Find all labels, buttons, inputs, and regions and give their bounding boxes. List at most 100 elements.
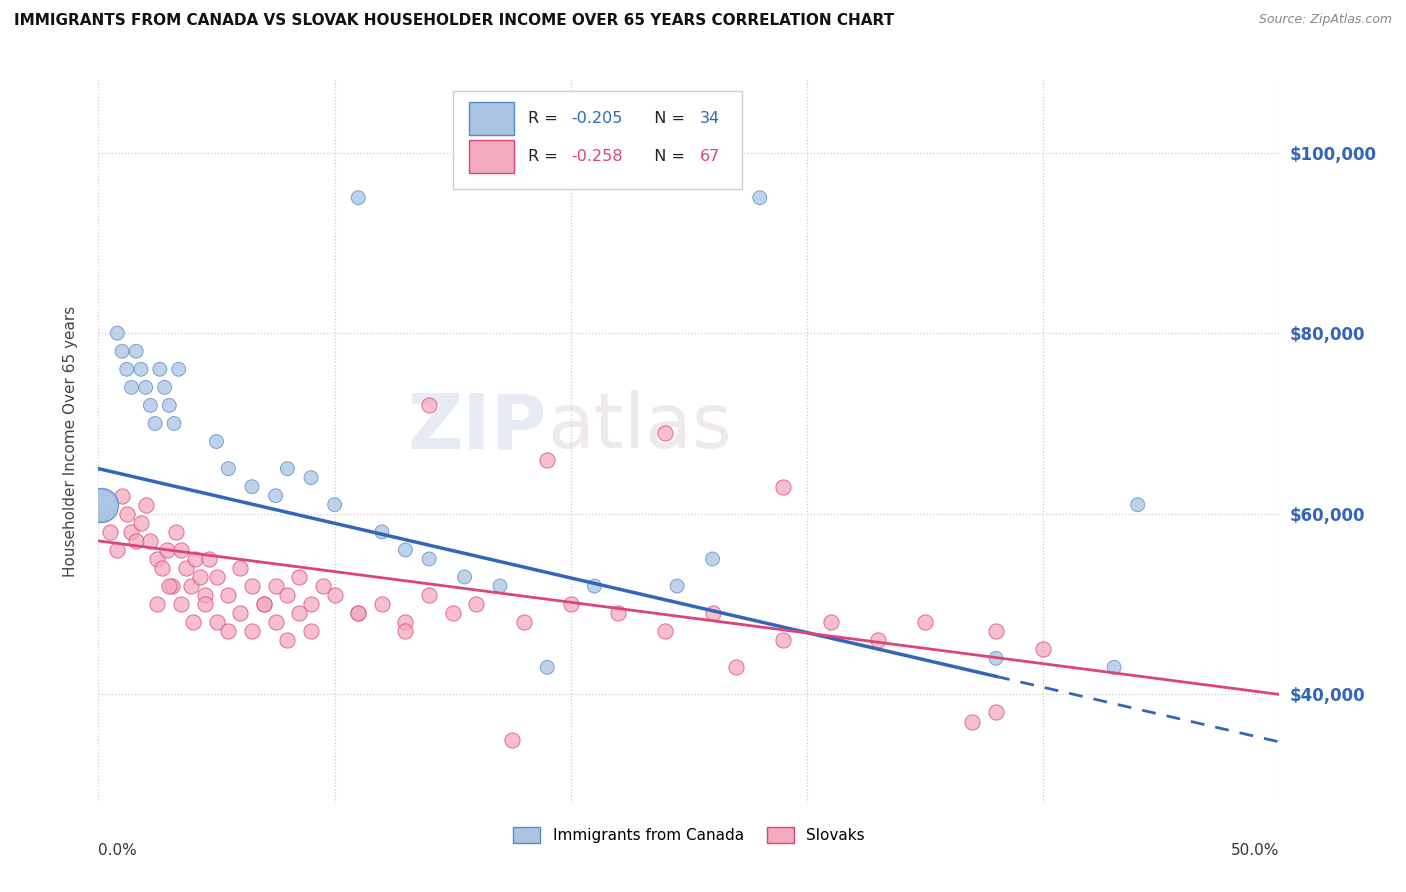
- Point: [772, 633, 794, 648]
- Point: [90, 498, 112, 512]
- Point: [962, 714, 984, 729]
- Point: [229, 561, 252, 575]
- Point: [1126, 498, 1149, 512]
- Point: [347, 191, 370, 205]
- Point: [253, 597, 276, 611]
- Point: [143, 417, 166, 431]
- Point: [240, 624, 263, 639]
- Point: [111, 344, 134, 359]
- Point: [748, 191, 770, 205]
- Point: [181, 615, 204, 630]
- Point: [394, 624, 416, 639]
- Point: [772, 480, 794, 494]
- Point: [347, 606, 370, 620]
- Point: [264, 615, 287, 630]
- Point: [229, 606, 252, 620]
- Text: -0.205: -0.205: [571, 112, 623, 126]
- Point: [347, 606, 370, 620]
- Point: [394, 542, 416, 557]
- Point: [299, 624, 322, 639]
- Point: [536, 660, 558, 674]
- Point: [288, 606, 311, 620]
- Point: [105, 326, 128, 341]
- Point: [153, 380, 176, 394]
- Point: [323, 588, 346, 602]
- Point: [276, 461, 298, 475]
- Point: [135, 380, 157, 394]
- Point: [129, 362, 152, 376]
- Point: [288, 570, 311, 584]
- Point: [666, 579, 689, 593]
- Text: N =: N =: [644, 149, 690, 163]
- Point: [512, 615, 534, 630]
- Point: [194, 597, 217, 611]
- Point: [160, 579, 183, 593]
- Point: [157, 579, 180, 593]
- Point: [264, 489, 287, 503]
- Point: [165, 524, 187, 539]
- Point: [418, 552, 440, 566]
- Point: [111, 489, 134, 503]
- Point: [121, 524, 143, 539]
- Point: [135, 498, 157, 512]
- Point: [654, 425, 676, 440]
- FancyBboxPatch shape: [470, 102, 515, 136]
- Point: [253, 597, 276, 611]
- FancyBboxPatch shape: [453, 91, 742, 189]
- Point: [465, 597, 488, 611]
- Point: [501, 732, 523, 747]
- Point: [146, 552, 169, 566]
- Point: [418, 588, 440, 602]
- Point: [188, 570, 211, 584]
- Point: [240, 579, 263, 593]
- Point: [90, 498, 112, 512]
- Point: [150, 561, 173, 575]
- Point: [90, 507, 112, 521]
- Point: [115, 362, 138, 376]
- Point: [583, 579, 606, 593]
- Point: [702, 552, 724, 566]
- Point: [146, 597, 169, 611]
- Point: [125, 344, 148, 359]
- Point: [536, 452, 558, 467]
- Point: [157, 398, 180, 412]
- Point: [1102, 660, 1125, 674]
- Point: [125, 533, 148, 548]
- Point: [156, 542, 179, 557]
- Point: [170, 542, 193, 557]
- Text: Source: ZipAtlas.com: Source: ZipAtlas.com: [1258, 13, 1392, 27]
- Point: [194, 588, 217, 602]
- Point: [163, 417, 186, 431]
- Point: [725, 660, 748, 674]
- Point: [866, 633, 889, 648]
- Point: [139, 398, 162, 412]
- Point: [312, 579, 335, 593]
- Point: [205, 615, 228, 630]
- Point: [217, 624, 239, 639]
- Point: [984, 624, 1007, 639]
- Point: [115, 507, 138, 521]
- Point: [170, 597, 193, 611]
- Text: R =: R =: [529, 149, 564, 163]
- Text: R =: R =: [529, 112, 564, 126]
- Point: [184, 552, 207, 566]
- Text: ZIP: ZIP: [408, 390, 547, 464]
- Point: [217, 461, 239, 475]
- Point: [105, 542, 128, 557]
- Point: [139, 533, 162, 548]
- Text: atlas: atlas: [547, 390, 733, 464]
- Text: 67: 67: [700, 149, 720, 163]
- Point: [174, 561, 197, 575]
- Point: [149, 362, 172, 376]
- Text: N =: N =: [644, 112, 690, 126]
- Point: [914, 615, 936, 630]
- Point: [560, 597, 582, 611]
- Point: [217, 588, 239, 602]
- Point: [489, 579, 512, 593]
- Text: -0.258: -0.258: [571, 149, 623, 163]
- Y-axis label: Householder Income Over 65 years: Householder Income Over 65 years: [63, 306, 77, 577]
- Point: [240, 480, 263, 494]
- Point: [1032, 642, 1054, 657]
- Point: [299, 597, 322, 611]
- Point: [654, 624, 676, 639]
